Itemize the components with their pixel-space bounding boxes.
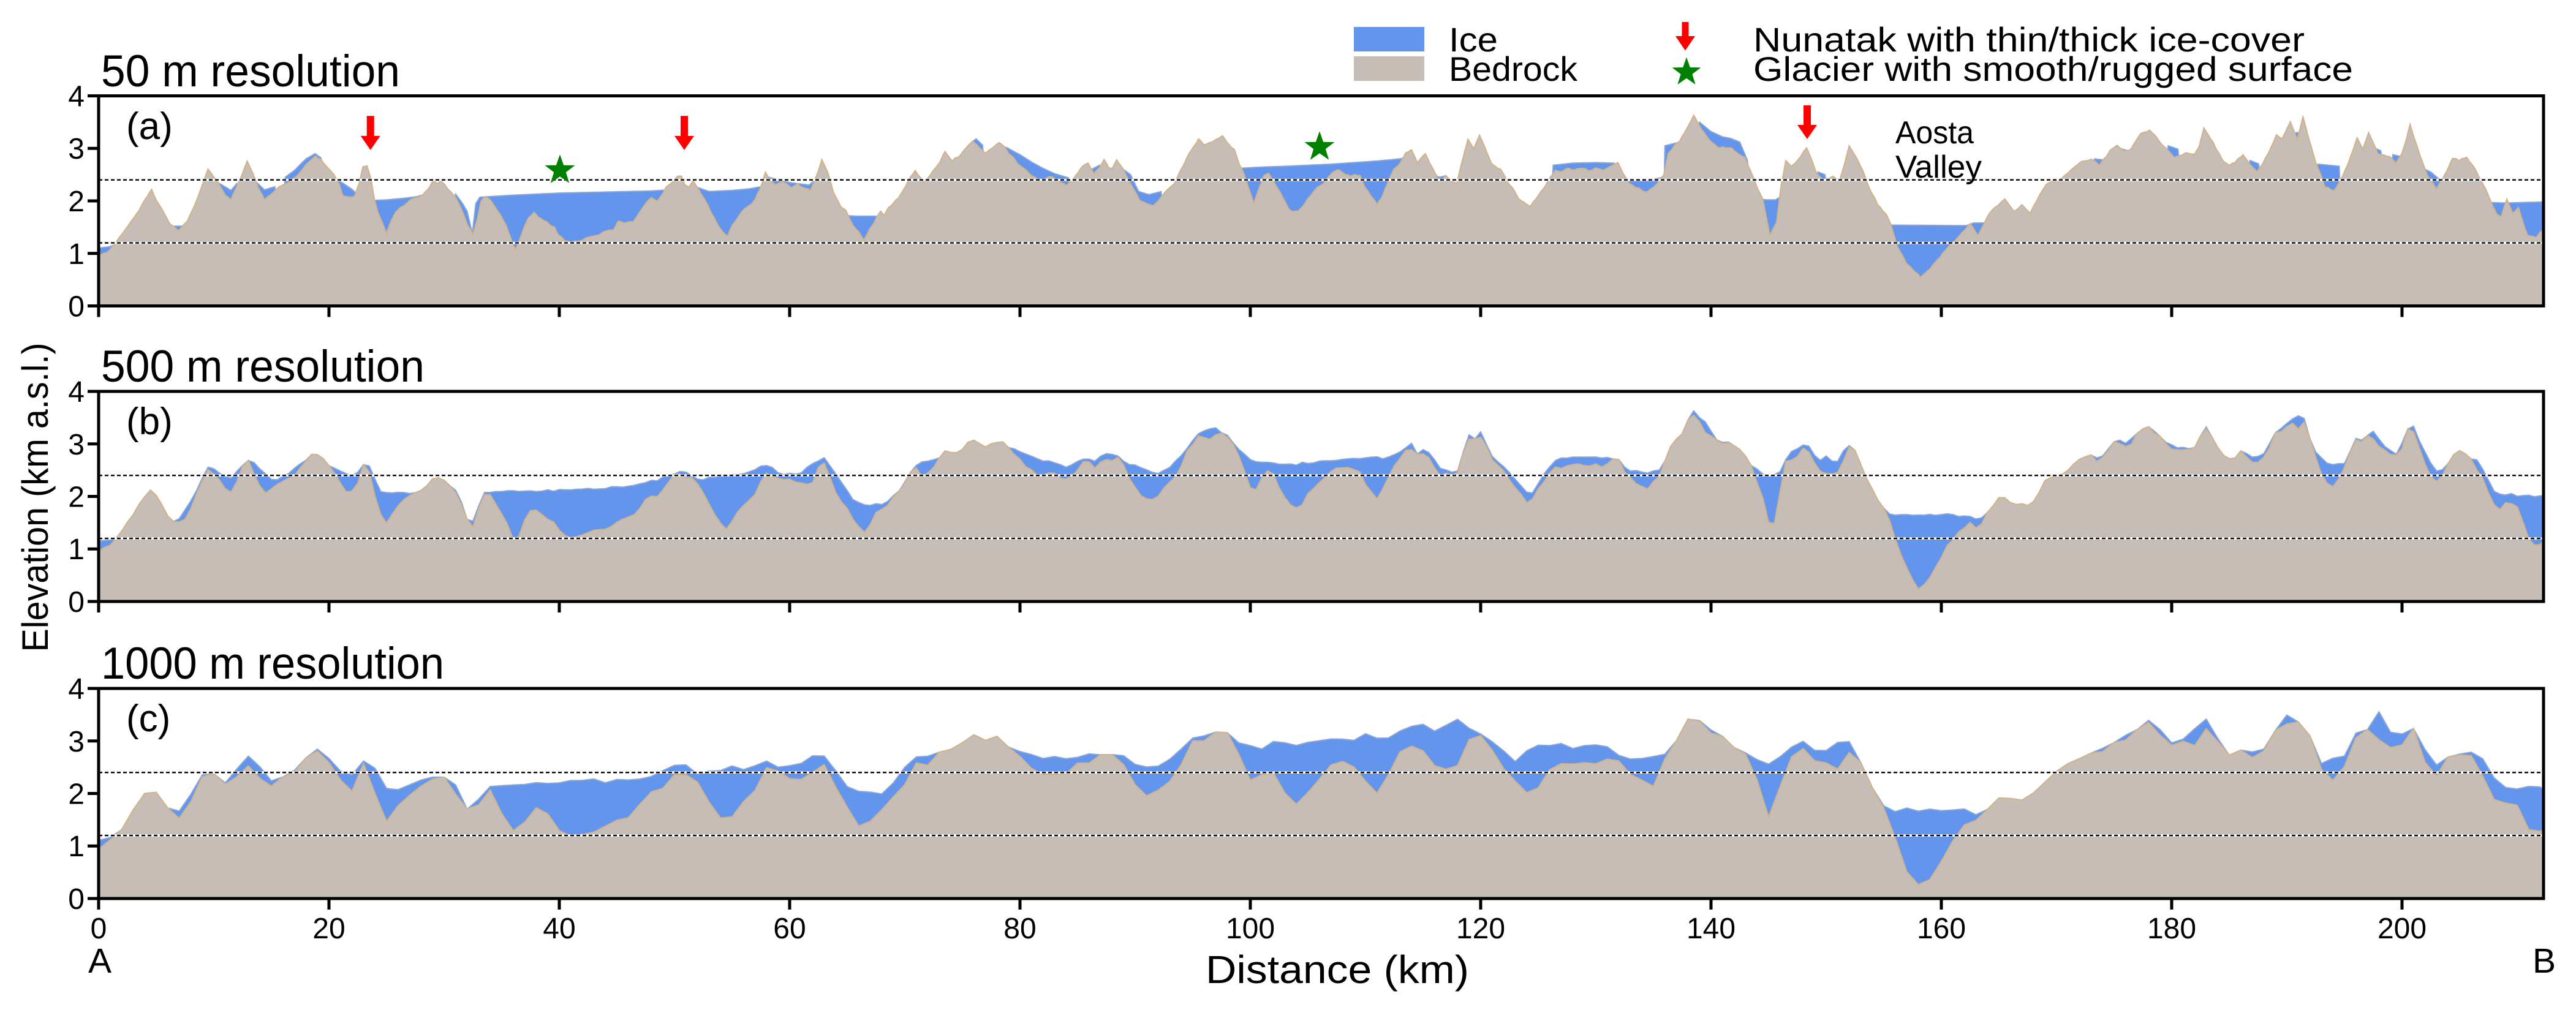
svg-text:Nunatak with thin/thick ice-co: Nunatak with thin/thick ice-cover xyxy=(1753,20,2305,59)
svg-text:20: 20 xyxy=(312,913,345,945)
svg-text:120: 120 xyxy=(1456,913,1505,945)
svg-text:Aosta: Aosta xyxy=(1895,115,1974,151)
svg-text:4: 4 xyxy=(68,673,85,706)
svg-text:2: 2 xyxy=(68,481,85,514)
svg-text:1000 m resolution: 1000 m resolution xyxy=(101,639,444,688)
svg-text:Bedrock: Bedrock xyxy=(1449,50,1578,88)
svg-text:160: 160 xyxy=(1917,913,1966,945)
svg-text:Distance (km): Distance (km) xyxy=(1206,948,1469,992)
svg-text:80: 80 xyxy=(1003,913,1036,945)
svg-text:1: 1 xyxy=(68,238,85,271)
svg-text:(c): (c) xyxy=(126,698,170,740)
svg-text:1: 1 xyxy=(68,831,85,863)
svg-text:2: 2 xyxy=(68,186,85,218)
svg-text:1: 1 xyxy=(68,533,85,566)
svg-text:(a): (a) xyxy=(126,105,173,148)
svg-text:3: 3 xyxy=(68,429,85,461)
svg-text:2: 2 xyxy=(68,778,85,811)
svg-text:Ice: Ice xyxy=(1449,20,1498,59)
svg-text:0: 0 xyxy=(68,291,85,323)
svg-text:B: B xyxy=(2533,941,2556,981)
svg-text:60: 60 xyxy=(773,913,806,945)
svg-text:3: 3 xyxy=(68,133,85,165)
svg-text:50 m resolution: 50 m resolution xyxy=(101,47,400,96)
svg-text:A: A xyxy=(88,941,111,981)
svg-text:140: 140 xyxy=(1686,913,1736,945)
svg-text:Elevation (km a.s.l.): Elevation (km a.s.l.) xyxy=(15,343,56,652)
svg-text:Glacier with smooth/rugged sur: Glacier with smooth/rugged surface xyxy=(1753,50,2353,88)
svg-text:180: 180 xyxy=(2147,913,2196,945)
svg-text:0: 0 xyxy=(68,883,85,916)
svg-text:(b): (b) xyxy=(126,401,173,443)
svg-text:4: 4 xyxy=(68,81,85,113)
svg-text:100: 100 xyxy=(1226,913,1275,945)
svg-text:500 m resolution: 500 m resolution xyxy=(101,342,425,391)
svg-text:3: 3 xyxy=(68,726,85,758)
svg-text:0: 0 xyxy=(68,586,85,619)
svg-text:0: 0 xyxy=(91,913,107,945)
svg-text:200: 200 xyxy=(2378,913,2427,945)
svg-text:Valley: Valley xyxy=(1895,149,1982,185)
svg-text:40: 40 xyxy=(543,913,575,945)
svg-text:4: 4 xyxy=(68,376,85,409)
